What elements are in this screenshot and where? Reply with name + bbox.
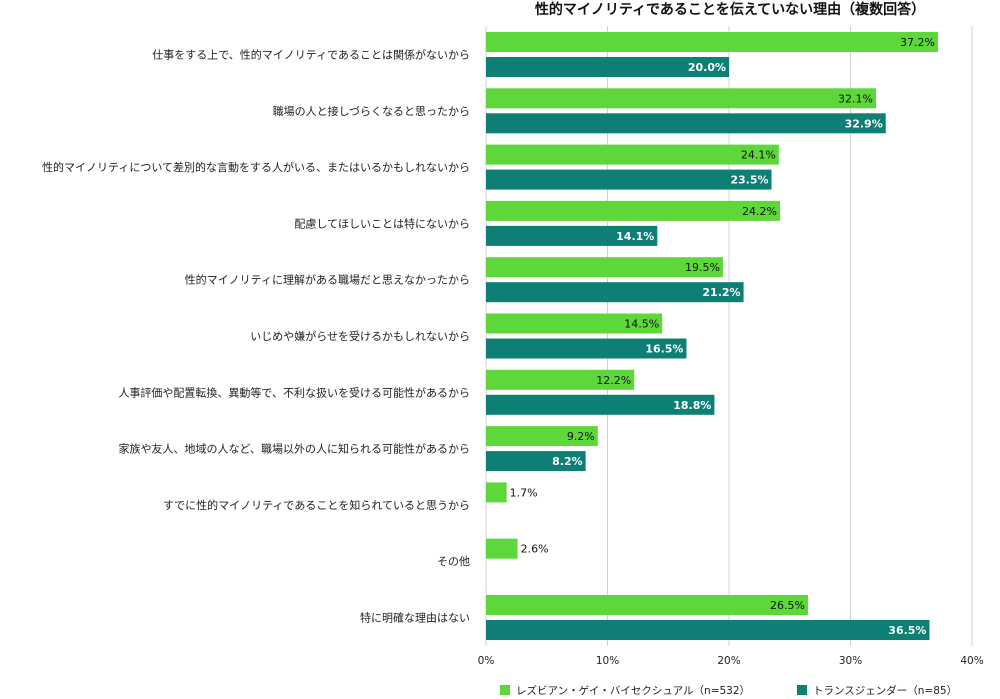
bar-lgb [486,482,507,503]
data-label: 24.2% [742,205,777,218]
category-labels: 仕事をする上で、性的マイノリティであることは関係がないから職場の人と接しづらくな… [42,48,470,625]
x-tick-label: 20% [717,655,740,667]
data-label: 14.5% [624,318,659,331]
bar-transgender [486,451,586,472]
bars: 37.2% 20.0% 32.1% 32.9% 24.1% 23.5% 24.2% 14.1%… [486,32,938,640]
bar-lgb [486,32,938,52]
x-axis-ticks: 0% 10% 20% 30% 40% [478,655,984,667]
x-tick-label: 10% [596,655,619,667]
category-label: 家族や友人、地域の人など、職場以外の人に知られる可能性があるから [119,442,470,456]
bar-lgb [486,200,781,221]
category-label: 仕事をする上で、性的マイノリティであることは関係がないから [152,48,470,62]
bar-lgb [486,88,877,109]
legend-label: トランスジェンダー（n=85） [813,684,957,697]
category-label: 配慮してほしいことは特にないから [294,216,470,230]
data-label: 32.1% [838,92,873,105]
category-label: 人事評価や配置転換、異動等で、不利な扱いを受ける可能性があるから [118,385,470,399]
category-label: 性的マイノリティについて差別的な言動をする人がいる、またはいるかもしれないから [42,160,470,174]
data-label: 1.7% [510,486,538,499]
bar-transgender [486,225,658,246]
category-label: いじめや嫌がらせを受けるかもしれないから [250,329,470,343]
data-label: 8.2% [552,455,583,468]
data-label: 32.9% [845,117,883,130]
bar-transgender [486,620,930,640]
x-tick-label: 40% [960,655,983,667]
bar-lgb [486,144,779,165]
legend: レズビアン・ゲイ・バイセクシュアル（n=532） トランスジェンダー（n=85） [500,684,957,697]
data-label: 18.8% [673,399,711,412]
bar-transgender [486,282,744,303]
chart-title: 性的マイノリティであることを伝えていない理由（複数回答） [535,1,925,18]
data-label: 9.2% [567,430,595,443]
data-label: 19.5% [685,261,720,274]
bar-transgender [486,338,687,359]
bar-transgender [486,57,729,77]
x-tick-label: 0% [478,655,495,667]
data-label: 23.5% [730,174,768,187]
category-label: すでに性的マイノリティであることを知られていると思うから [163,498,470,512]
category-label: 特に明確な理由はない [360,611,470,625]
data-label: 12.2% [596,374,631,387]
legend-swatch [500,685,510,695]
data-label: 37.2% [900,36,935,49]
data-label: 2.6% [521,543,549,556]
legend-swatch [797,685,807,695]
bar-lgb [486,369,635,390]
bar-lgb [486,426,598,447]
category-label: 性的マイノリティに理解がある職場だと思えなかったから [185,273,470,287]
data-label: 20.0% [688,61,726,74]
data-label: 21.2% [702,286,740,299]
bar-transgender [486,394,715,415]
data-label: 14.1% [616,230,654,243]
data-label: 24.1% [741,149,776,162]
bar-lgb [486,313,663,334]
bar-lgb [486,257,723,278]
category-label: 職場の人と接しづらくなると思ったから [273,105,470,118]
bar-transgender [486,169,772,190]
bar-transgender [486,113,886,134]
category-label: その他 [437,555,470,568]
data-label: 16.5% [645,343,683,356]
data-label: 26.5% [770,599,805,612]
x-tick-label: 30% [839,655,862,667]
legend-label: レズビアン・ゲイ・バイセクシュアル（n=532） [516,684,750,697]
bar-lgb [486,538,518,559]
data-label: 36.5% [888,624,926,637]
bar-lgb [486,595,808,615]
